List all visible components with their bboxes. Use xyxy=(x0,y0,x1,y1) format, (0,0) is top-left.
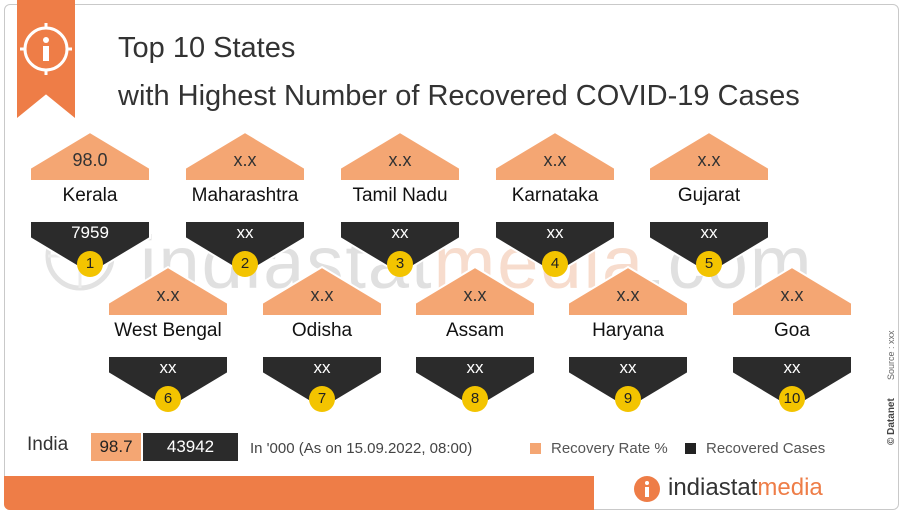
units-note: In '000 (As on 15.09.2022, 08:00) xyxy=(250,440,472,457)
brand-info-icon xyxy=(632,474,662,504)
state-name: Assam xyxy=(412,320,538,342)
chart-title-line1: Top 10 States xyxy=(118,32,295,65)
state-name: Haryana xyxy=(565,320,691,342)
state-cases: xx xyxy=(492,223,618,243)
legend-rate-swatch xyxy=(530,443,541,454)
state-rate: x.x xyxy=(412,285,538,306)
state-name: Gujarat xyxy=(646,185,772,207)
state-rate: x.x xyxy=(646,150,772,171)
state-cases: xx xyxy=(646,223,772,243)
state-card: x.x Goa xx 10 xyxy=(729,265,855,411)
state-cases: xx xyxy=(337,223,463,243)
rank-badge: 8 xyxy=(462,386,488,412)
state-rate: x.x xyxy=(729,285,855,306)
state-card: 98.0 Kerala 7959 1 xyxy=(27,130,153,276)
india-cases: 43942 xyxy=(143,433,238,461)
state-cases: xx xyxy=(729,358,855,378)
state-card: x.x Karnataka xx 4 xyxy=(492,130,618,276)
india-rate: 98.7 xyxy=(91,433,141,461)
state-name: Kerala xyxy=(27,185,153,207)
state-name: Odisha xyxy=(259,320,385,342)
brand-logo: indiastatmedia xyxy=(668,474,823,502)
source-credit: Source : xxx xyxy=(886,330,896,380)
state-rate: x.x xyxy=(492,150,618,171)
datanet-credit: © Datanet xyxy=(886,398,897,445)
chart-title-line2: with Highest Number of Recovered COVID-1… xyxy=(118,80,800,113)
rank-badge: 6 xyxy=(155,386,181,412)
state-card: x.x West Bengal xx 6 xyxy=(105,265,231,411)
state-card: x.x Odisha xx 7 xyxy=(259,265,385,411)
state-card: x.x Assam xx 8 xyxy=(412,265,538,411)
state-cases: xx xyxy=(412,358,538,378)
state-rate: x.x xyxy=(337,150,463,171)
state-cases: xx xyxy=(565,358,691,378)
rank-badge: 7 xyxy=(309,386,335,412)
legend-rate-label: Recovery Rate % xyxy=(551,440,668,457)
state-name: Tamil Nadu xyxy=(337,185,463,207)
rank-badge: 3 xyxy=(387,251,413,277)
state-rate: x.x xyxy=(105,285,231,306)
rank-badge: 9 xyxy=(615,386,641,412)
state-name: Karnataka xyxy=(492,185,618,207)
rank-badge: 2 xyxy=(232,251,258,277)
rank-badge: 1 xyxy=(77,251,103,277)
state-rate: x.x xyxy=(182,150,308,171)
state-rate: 98.0 xyxy=(27,150,153,171)
state-card: x.x Haryana xx 9 xyxy=(565,265,691,411)
state-cases: xx xyxy=(259,358,385,378)
rank-badge: 10 xyxy=(779,386,805,412)
info-icon xyxy=(17,20,75,78)
state-rate: x.x xyxy=(259,285,385,306)
state-cases: xx xyxy=(105,358,231,378)
state-card: x.x Gujarat xx 5 xyxy=(646,130,772,276)
state-cases: xx xyxy=(182,223,308,243)
rank-badge: 5 xyxy=(696,251,722,277)
state-card: x.x Tamil Nadu xx 3 xyxy=(337,130,463,276)
india-label: India xyxy=(27,434,68,456)
state-name: West Bengal xyxy=(105,320,231,342)
state-cases: 7959 xyxy=(27,223,153,243)
state-rate: x.x xyxy=(565,285,691,306)
state-name: Maharashtra xyxy=(182,185,308,207)
legend-cases-swatch xyxy=(685,443,696,454)
state-name: Goa xyxy=(729,320,855,342)
footer-bar xyxy=(4,476,594,510)
legend-cases-label: Recovered Cases xyxy=(706,440,825,457)
state-card: x.x Maharashtra xx 2 xyxy=(182,130,308,276)
